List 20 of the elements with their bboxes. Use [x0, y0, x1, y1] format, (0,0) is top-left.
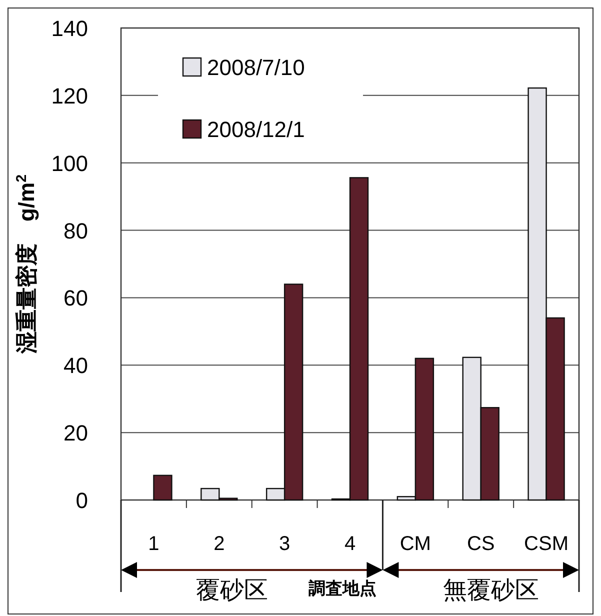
x-tick-label: 3 — [279, 533, 290, 555]
x-tick-label: 4 — [344, 533, 356, 555]
x-tick-label: CSM — [524, 533, 569, 555]
x-axis-title: 調査地点 — [308, 579, 377, 598]
x-tick-label: 2 — [214, 533, 225, 555]
x-tick-label: CS — [466, 533, 495, 555]
y-tick-label: 100 — [51, 150, 88, 176]
text: 覆砂区 — [196, 577, 268, 604]
x-tick-label: CM — [400, 533, 431, 555]
legend-label: 2008/7/10 — [207, 55, 305, 80]
y-tick-label: 20 — [64, 420, 88, 446]
y-tick-label: 0 — [76, 488, 88, 513]
legend-label: 2008/12/1 — [207, 117, 305, 142]
y-tick-label: 120 — [51, 83, 88, 108]
y-tick-label: 60 — [64, 286, 88, 311]
y-tick-label: 80 — [64, 218, 88, 244]
text: 無覆砂区 — [442, 577, 539, 604]
y-tick-label: 140 — [51, 16, 88, 41]
x-tick-label: 1 — [148, 533, 160, 555]
y-tick-label: 40 — [64, 353, 88, 378]
